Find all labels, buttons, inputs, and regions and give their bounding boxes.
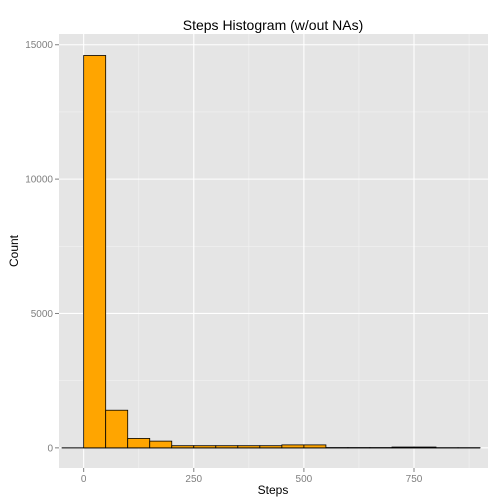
histogram-bar [149, 440, 173, 449]
histogram-bar [215, 445, 239, 449]
histogram-bar [281, 444, 305, 449]
y-tick-label: 0 [47, 443, 53, 454]
histogram-bar [391, 446, 415, 449]
histogram-bar [193, 445, 217, 449]
histogram-bar [83, 55, 107, 449]
histogram-bar [237, 445, 261, 449]
minor-gridlines [59, 34, 488, 468]
axis-ticks [55, 44, 415, 472]
plot-panel [59, 34, 488, 468]
histogram-bar [413, 446, 437, 449]
x-axis-title: Steps [258, 483, 289, 497]
histogram-bar [105, 409, 129, 449]
y-axis-title: Count [7, 234, 21, 267]
tick-labels: 0 250 500 750 0 5000 10000 15000 [25, 40, 423, 485]
histogram-bar [127, 438, 151, 449]
x-tick-label: 500 [296, 474, 313, 485]
histogram-bar [171, 445, 195, 449]
x-tick-label: 0 [81, 474, 87, 485]
y-tick-label: 5000 [31, 309, 54, 320]
x-tick-label: 250 [185, 474, 202, 485]
histogram-bar [259, 445, 283, 449]
x-tick-label: 750 [406, 474, 423, 485]
y-tick-label: 15000 [25, 40, 53, 51]
y-tick-label: 10000 [25, 175, 53, 186]
histogram-bars [83, 55, 481, 449]
histogram-bar [303, 444, 327, 449]
chart-title: Steps Histogram (w/out NAs) [183, 17, 364, 33]
